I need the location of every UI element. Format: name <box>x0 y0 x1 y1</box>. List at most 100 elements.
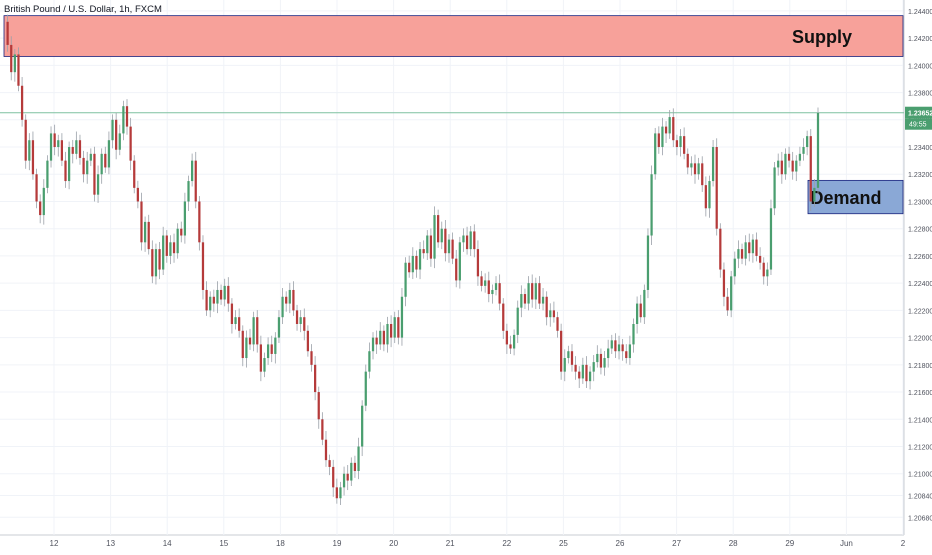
candle-body <box>484 280 487 286</box>
candle-body <box>64 160 67 182</box>
candle-body <box>509 344 512 349</box>
candle-body <box>389 323 393 338</box>
candle-body <box>610 340 613 349</box>
candle-body <box>574 364 577 372</box>
candle-body <box>625 351 628 359</box>
candle-body <box>545 296 548 318</box>
candle-body <box>531 283 534 300</box>
candle-body <box>809 136 812 202</box>
candle-body <box>740 249 744 259</box>
candle-body <box>426 235 429 254</box>
candle-body <box>350 462 353 481</box>
candle-body <box>346 473 349 481</box>
candle-body <box>603 358 606 368</box>
candle-body <box>57 140 60 148</box>
candle-body <box>165 235 168 256</box>
candle-body <box>458 242 461 281</box>
candle-body <box>552 310 556 318</box>
candle-body <box>813 187 816 202</box>
candle-body <box>100 153 103 175</box>
x-tick-label: 22 <box>502 539 511 548</box>
candle-body <box>129 126 132 161</box>
candle-body <box>599 353 603 368</box>
candle-body <box>476 249 480 277</box>
candle-body <box>111 119 114 141</box>
candle-body <box>42 187 45 216</box>
candle-body <box>115 119 118 150</box>
candle-body <box>263 358 266 372</box>
candle-body <box>802 147 805 154</box>
y-tick-label: 1.22400 <box>908 281 932 288</box>
candle-body <box>89 153 92 161</box>
y-tick-label: 1.22000 <box>908 336 932 343</box>
candle-body <box>451 239 454 259</box>
candle-body <box>462 235 465 243</box>
x-tick-label: 21 <box>446 539 455 548</box>
y-tick-label: 1.22800 <box>908 227 932 234</box>
candle-body <box>596 353 599 363</box>
candle-body <box>570 351 574 365</box>
candle-body <box>404 262 407 297</box>
candle-body <box>256 317 259 345</box>
candle-body <box>93 153 96 195</box>
candle-body <box>310 351 313 365</box>
candle-body <box>238 317 241 331</box>
candle-body <box>335 487 338 499</box>
candle-body <box>617 344 621 352</box>
candle-body <box>288 289 291 304</box>
candle-body <box>733 258 736 277</box>
candle-body <box>541 296 545 304</box>
last-price-label: 1.23652 <box>908 111 932 118</box>
candle-body <box>715 147 718 229</box>
candle-body <box>408 262 411 273</box>
candle-body <box>635 303 639 324</box>
candle-body <box>187 181 190 202</box>
candle-body <box>806 136 809 148</box>
candle-body <box>697 163 700 175</box>
candle-body <box>418 249 422 270</box>
candle-body <box>169 242 172 256</box>
candle-body <box>154 249 158 277</box>
candle-body <box>654 133 657 175</box>
candle-body <box>234 317 237 324</box>
candle-body <box>523 294 527 304</box>
candle-body <box>75 140 78 154</box>
candle-body <box>194 160 197 202</box>
candle-body <box>730 276 733 311</box>
candle-body <box>498 283 501 304</box>
candle-body <box>711 147 715 182</box>
chart-title: British Pound / U.S. Dollar, 1h, FXCM <box>4 4 162 15</box>
x-tick-label: 2 <box>901 539 906 548</box>
candle-body <box>332 466 335 488</box>
candle-body <box>538 283 541 304</box>
candle-body <box>248 337 252 345</box>
candle-body <box>661 126 664 148</box>
candle-body <box>556 317 559 331</box>
candle-body <box>172 242 176 254</box>
candle-body <box>502 303 505 331</box>
candle-body <box>429 235 433 259</box>
candle-body <box>13 54 16 73</box>
candle-body <box>223 285 226 300</box>
candle-body <box>241 330 244 359</box>
candle-body <box>180 228 183 236</box>
candle-body <box>342 473 346 488</box>
supply-zone <box>3 15 904 57</box>
candle-body <box>259 344 262 372</box>
countdown-bg <box>905 118 932 130</box>
candle-body <box>191 160 194 182</box>
candle-body <box>549 310 552 318</box>
candle-body <box>444 228 447 254</box>
y-tick-label: 1.23000 <box>908 199 932 206</box>
candle-body <box>560 330 563 372</box>
candle-body <box>31 140 35 175</box>
candle-body <box>212 296 215 304</box>
candle-body <box>219 289 223 300</box>
candle-body <box>505 330 508 345</box>
candle-body <box>252 317 255 345</box>
candle-body <box>78 140 82 158</box>
candle-body <box>20 85 24 120</box>
candle-body <box>491 289 494 295</box>
